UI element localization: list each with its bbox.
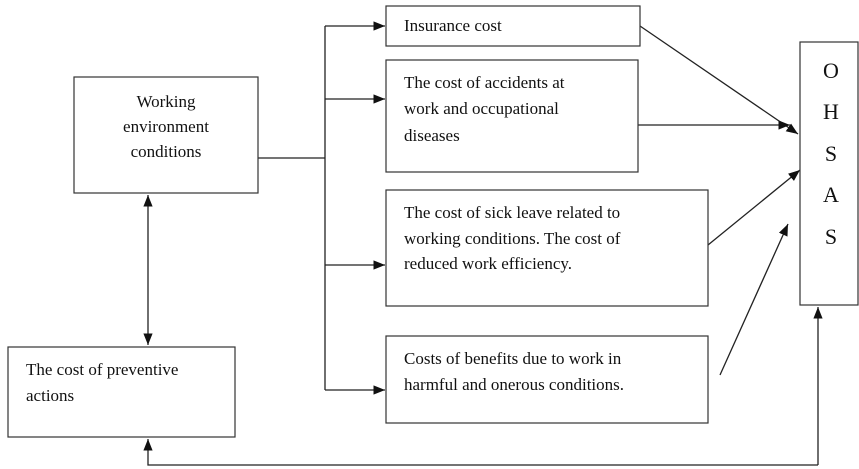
label: Insurance cost xyxy=(404,16,502,35)
box xyxy=(385,59,639,173)
box xyxy=(799,41,859,306)
label: The cost of sick leave related to xyxy=(404,203,620,222)
arrow xyxy=(639,25,799,135)
label: Costs of benefits due to work in xyxy=(404,349,622,368)
label: H xyxy=(823,99,839,124)
label: O xyxy=(823,58,839,83)
label: A xyxy=(823,182,839,207)
connectors xyxy=(143,21,823,466)
box xyxy=(7,346,236,438)
box xyxy=(385,5,641,47)
label: S xyxy=(825,224,837,249)
label: actions xyxy=(26,386,74,405)
label: reduced work efficiency. xyxy=(404,254,572,273)
label: working conditions. The cost of xyxy=(404,229,621,248)
label: The cost of preventive xyxy=(26,360,178,379)
label: environment xyxy=(123,117,209,136)
label: harmful and onerous conditions. xyxy=(404,375,624,394)
label: work and occupational xyxy=(404,99,559,118)
label: conditions xyxy=(131,142,202,161)
arrow xyxy=(719,223,789,376)
label: S xyxy=(825,141,837,166)
arrow xyxy=(143,439,818,466)
label: Working xyxy=(136,92,196,111)
box xyxy=(73,76,259,194)
box xyxy=(385,189,709,307)
arrow xyxy=(707,169,801,246)
label: diseases xyxy=(404,126,460,145)
box xyxy=(385,335,709,424)
label: The cost of accidents at xyxy=(404,73,565,92)
